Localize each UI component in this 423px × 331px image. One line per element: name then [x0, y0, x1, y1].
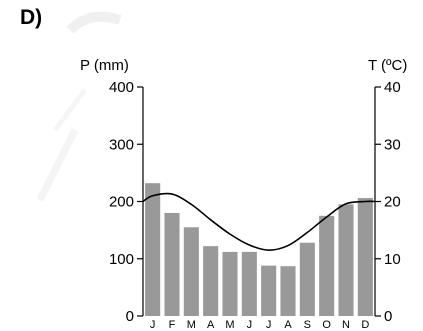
right-tick-label: 30 [384, 136, 401, 153]
precip-bar [183, 227, 199, 316]
right-tick-label: 0 [384, 308, 392, 325]
right-tick-label: 40 [384, 79, 401, 96]
month-label: O [322, 319, 331, 331]
month-label: A [284, 319, 292, 331]
panel-label: D) [20, 6, 43, 29]
right-tick-label: 10 [384, 251, 401, 268]
precip-bar [280, 266, 296, 316]
temperature-line [142, 192, 376, 251]
precip-bar [241, 251, 257, 316]
month-label: D [361, 319, 369, 331]
tick-labels: 0 100 200 300 400 0 10 20 30 40 [109, 79, 401, 325]
month-label: M [225, 319, 234, 331]
precip-bar [357, 198, 373, 316]
precip-bar [338, 204, 354, 316]
right-tick-label: 20 [384, 194, 401, 211]
month-label: A [207, 319, 215, 331]
precip-bar [164, 212, 180, 316]
month-label: J [247, 319, 253, 331]
month-label: S [304, 319, 311, 331]
left-tick-label: 0 [126, 308, 134, 325]
precip-bar [299, 242, 315, 316]
left-axis-title: P (mm) [80, 57, 129, 74]
precipitation-bars [145, 183, 373, 316]
left-tick-label: 300 [109, 136, 134, 153]
month-label: M [187, 319, 196, 331]
precip-bar [261, 265, 277, 316]
precip-bar [203, 246, 219, 316]
month-label: J [150, 319, 156, 331]
left-tick-label: 100 [109, 251, 134, 268]
left-tick-label: 200 [109, 194, 134, 211]
precip-bar [319, 215, 335, 316]
left-tick-label: 400 [109, 79, 134, 96]
month-label: N [342, 319, 350, 331]
precip-bar [222, 251, 238, 316]
month-label: F [169, 319, 176, 331]
precip-bar [145, 183, 161, 316]
month-label: J [266, 319, 272, 331]
right-axis-title: T (ºC) [368, 57, 407, 74]
